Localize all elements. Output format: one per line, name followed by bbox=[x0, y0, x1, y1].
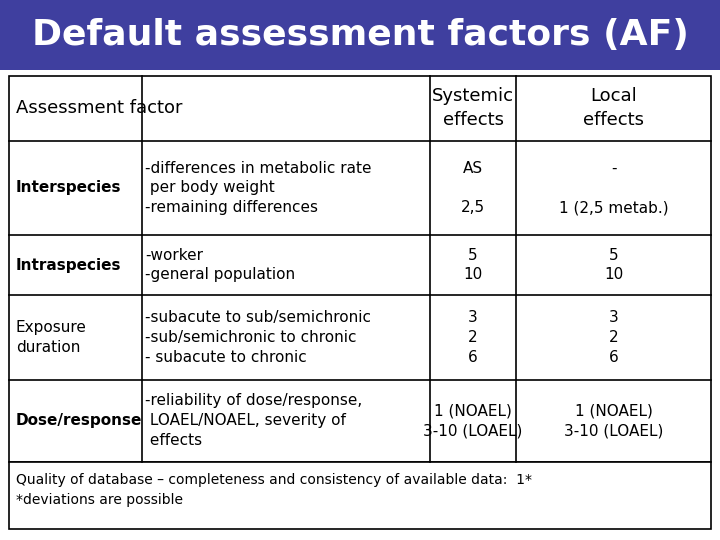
Text: 5
10: 5 10 bbox=[604, 248, 624, 282]
Text: Dose/response: Dose/response bbox=[16, 413, 143, 428]
Text: 5
10: 5 10 bbox=[464, 248, 482, 282]
Text: 1 (NOAEL)
3-10 (LOAEL): 1 (NOAEL) 3-10 (LOAEL) bbox=[564, 403, 664, 438]
Text: AS

2,5: AS 2,5 bbox=[461, 160, 485, 215]
Text: -reliability of dose/response,
 LOAEL/NOAEL, severity of
 effects: -reliability of dose/response, LOAEL/NOA… bbox=[145, 393, 363, 448]
Text: Interspecies: Interspecies bbox=[16, 180, 122, 195]
Text: Intraspecies: Intraspecies bbox=[16, 258, 122, 273]
Text: Assessment factor: Assessment factor bbox=[16, 99, 182, 117]
Text: -

1 (2,5 metab.): - 1 (2,5 metab.) bbox=[559, 160, 669, 215]
Text: -worker
-general population: -worker -general population bbox=[145, 248, 296, 282]
Text: 3
2
6: 3 2 6 bbox=[468, 310, 478, 364]
Text: -differences in metabolic rate
 per body weight
-remaining differences: -differences in metabolic rate per body … bbox=[145, 160, 372, 215]
FancyBboxPatch shape bbox=[9, 462, 711, 529]
FancyBboxPatch shape bbox=[9, 76, 711, 462]
FancyBboxPatch shape bbox=[0, 0, 720, 70]
Text: Default assessment factors (AF): Default assessment factors (AF) bbox=[32, 18, 688, 52]
Text: Local
effects: Local effects bbox=[583, 87, 644, 129]
Text: 3
2
6: 3 2 6 bbox=[609, 310, 618, 364]
Text: Exposure
duration: Exposure duration bbox=[16, 320, 86, 355]
Text: Systemic
effects: Systemic effects bbox=[432, 87, 514, 129]
Text: Quality of database – completeness and consistency of available data:  1*
*devia: Quality of database – completeness and c… bbox=[16, 473, 532, 507]
Text: -subacute to sub/semichronic
-sub/semichronic to chronic
- subacute to chronic: -subacute to sub/semichronic -sub/semich… bbox=[145, 310, 372, 364]
Text: 1 (NOAEL)
3-10 (LOAEL): 1 (NOAEL) 3-10 (LOAEL) bbox=[423, 403, 523, 438]
